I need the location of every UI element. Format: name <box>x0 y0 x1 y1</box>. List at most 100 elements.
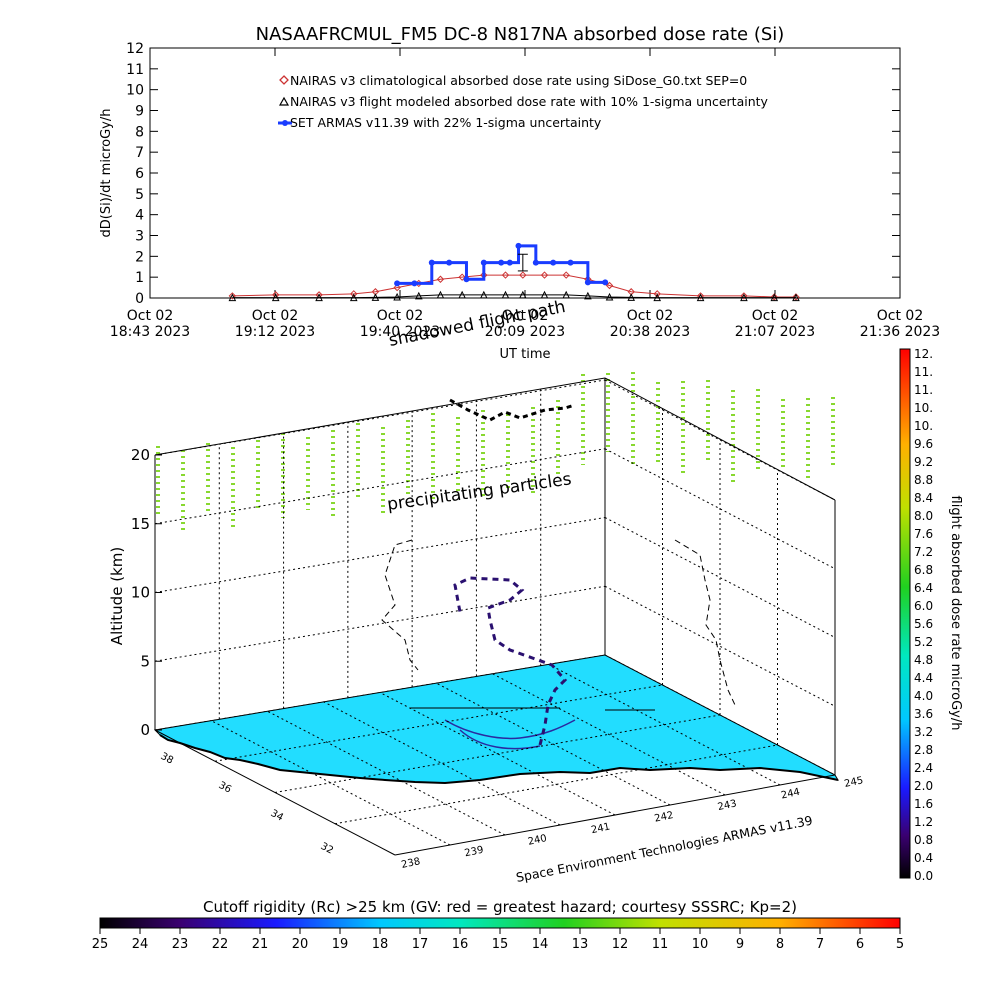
right-wall-gridline <box>604 517 836 638</box>
bottom-colorbar-tick-label: 19 <box>332 937 349 952</box>
right-colorbar-tick-label: 11. <box>914 365 933 379</box>
series-nairas-flight-point <box>393 292 401 301</box>
altitude-axis-ticks: 0 5 10 15 20 <box>131 446 162 739</box>
x-tick-time: 21:36 2023 <box>860 324 940 340</box>
x-tick-time: 19:12 2023 <box>235 324 315 340</box>
flight-3d-scene: 0 5 10 15 20 Altitude (km) 238 239 240 241 242 24… <box>108 297 864 885</box>
series-nairas-flight-point <box>519 290 527 299</box>
longitude-tick-label: 244 <box>780 787 801 802</box>
y-tick-label: 6 <box>135 166 144 182</box>
x-tick-date: Oct 02 <box>502 308 548 324</box>
longitude-tick-label: 238 <box>400 856 421 871</box>
floor-lon-gridline <box>379 692 616 816</box>
flight-path <box>381 398 736 746</box>
latitude-tick-label: 38 <box>159 751 175 767</box>
right-colorbar-tick-label: 6.0 <box>914 599 933 613</box>
bottom-colorbar-tick-label: 6 <box>856 937 864 952</box>
right-colorbar-tick-label: 8.0 <box>914 509 933 523</box>
floor-lon-gridline <box>436 682 671 806</box>
right-colorbar-tick-label: 2.4 <box>914 761 933 775</box>
series-armas-point <box>463 276 470 283</box>
series-nairas-flight-point <box>414 291 423 300</box>
right-colorbar-tick-label: 12. <box>914 347 933 361</box>
y-tick-label: 7 <box>135 145 144 161</box>
legend-triangle-icon <box>278 96 290 106</box>
series-nairas-clim-point <box>501 271 510 279</box>
floor-lat-gridline <box>274 714 721 793</box>
series-nairas-clim-point <box>770 293 778 301</box>
altitude-axis-label: Altitude (km) <box>108 547 126 645</box>
x-tick-time: 19:40 2023 <box>360 324 440 340</box>
flight-track-shadow <box>449 398 576 422</box>
right-colorbar-gradient <box>899 348 911 879</box>
longitude-tick-label: 239 <box>464 845 485 860</box>
y-tick-label: 5 <box>135 187 144 203</box>
x-tick-date: Oct 02 <box>877 308 923 324</box>
series-armas-point <box>498 259 505 266</box>
series-nairas-clim-point <box>562 271 570 279</box>
floor-front-right-edge <box>394 774 836 856</box>
bottom-colorbar-tick-label: 21 <box>252 937 269 952</box>
legend-diamond-icon <box>279 75 289 85</box>
right-colorbar-tick-label: 10. <box>914 419 933 433</box>
bottom-colorbar-tick-label: 5 <box>896 937 904 952</box>
right-colorbar-tick-label: 2.8 <box>914 743 933 757</box>
altitude-tick-label: 20 <box>131 446 150 464</box>
top-series-layer <box>228 242 800 302</box>
series-armas-point <box>394 280 401 287</box>
left-wall-gridline <box>154 585 606 662</box>
series-nairas-flight-point <box>540 290 549 299</box>
cutoff-rigidity-colorbar: Cutoff rigidity (Rc) >25 km (GV: red = g… <box>92 898 904 952</box>
longitude-tick-label: 240 <box>527 833 548 848</box>
credit-text: Space Environment Technologies ARMAS v11… <box>515 813 814 885</box>
right-colorbar-tick-label: 6.8 <box>914 563 933 577</box>
altitude-tick-label: 5 <box>140 652 150 670</box>
x-tick-date: Oct 02 <box>752 308 798 324</box>
legend-label-nairas-flight: NAIRAS v3 flight modeled absorbed dose r… <box>290 94 769 109</box>
altitude-tick-label: 15 <box>131 515 150 533</box>
precipitation-annotation: precipitating particles <box>386 469 573 515</box>
series-nairas-clim-point <box>350 290 358 298</box>
left-wall-top <box>154 377 606 456</box>
x-tick-date: Oct 02 <box>127 308 173 324</box>
left-wall-gridline <box>154 517 606 593</box>
series-nairas-clim-point <box>458 273 466 281</box>
y-tick-label: 11 <box>126 62 144 78</box>
right-colorbar-tick-label: 0.4 <box>914 851 933 865</box>
y-tick-label: 3 <box>135 229 144 245</box>
series-nairas-flight-point <box>696 293 705 302</box>
bottom-colorbar-tick-label: 7 <box>816 937 824 952</box>
top-legend: NAIRAS v3 climatological absorbed dose r… <box>278 73 769 130</box>
bottom-colorbar-tick-label: 12 <box>612 937 629 952</box>
longitude-tick-label: 242 <box>653 810 674 825</box>
series-nairas-flight-point <box>562 290 570 299</box>
right-colorbar-tick-label: 1.2 <box>914 815 933 829</box>
bottom-colorbar-tick-label: 23 <box>172 937 189 952</box>
x-tick-time: 21:07 2023 <box>735 324 815 340</box>
right-colorbar-tick-label: 3.2 <box>914 725 933 739</box>
bottom-colorbar-tick-label: 9 <box>736 937 744 952</box>
wall-projection-left <box>381 539 419 671</box>
legend-item-nairas-flight: NAIRAS v3 flight modeled absorbed dose r… <box>278 94 769 109</box>
y-tick-label: 2 <box>135 249 144 265</box>
right-colorbar-tick-label: 9.2 <box>914 455 933 469</box>
series-armas-point <box>446 259 453 266</box>
left-wall-gridline <box>154 379 606 456</box>
series-armas-point <box>480 259 487 266</box>
bottom-colorbar-tick-label: 8 <box>776 937 784 952</box>
series-nairas-flight-point <box>653 293 662 302</box>
series-nairas-flight-point <box>770 293 779 302</box>
top-x-axis-label: UT time <box>500 347 551 362</box>
legend-item-nairas-clim: NAIRAS v3 climatological absorbed dose r… <box>279 73 747 88</box>
x-tick-time: 20:38 2023 <box>610 324 690 340</box>
y-tick-label: 1 <box>135 270 144 286</box>
x-tick-time: 18:43 2023 <box>110 324 190 340</box>
precipitation-columns <box>156 372 835 533</box>
latitude-axis-ticks: 32 34 36 38 <box>159 751 335 857</box>
right-colorbar-tick-label: 1.6 <box>914 797 933 811</box>
y-tick-label: 0 <box>135 291 144 307</box>
series-armas-point <box>584 279 591 286</box>
right-colorbar-tick-label: 4.4 <box>914 671 933 685</box>
right-colorbar-tick-label: 2.0 <box>914 779 933 793</box>
